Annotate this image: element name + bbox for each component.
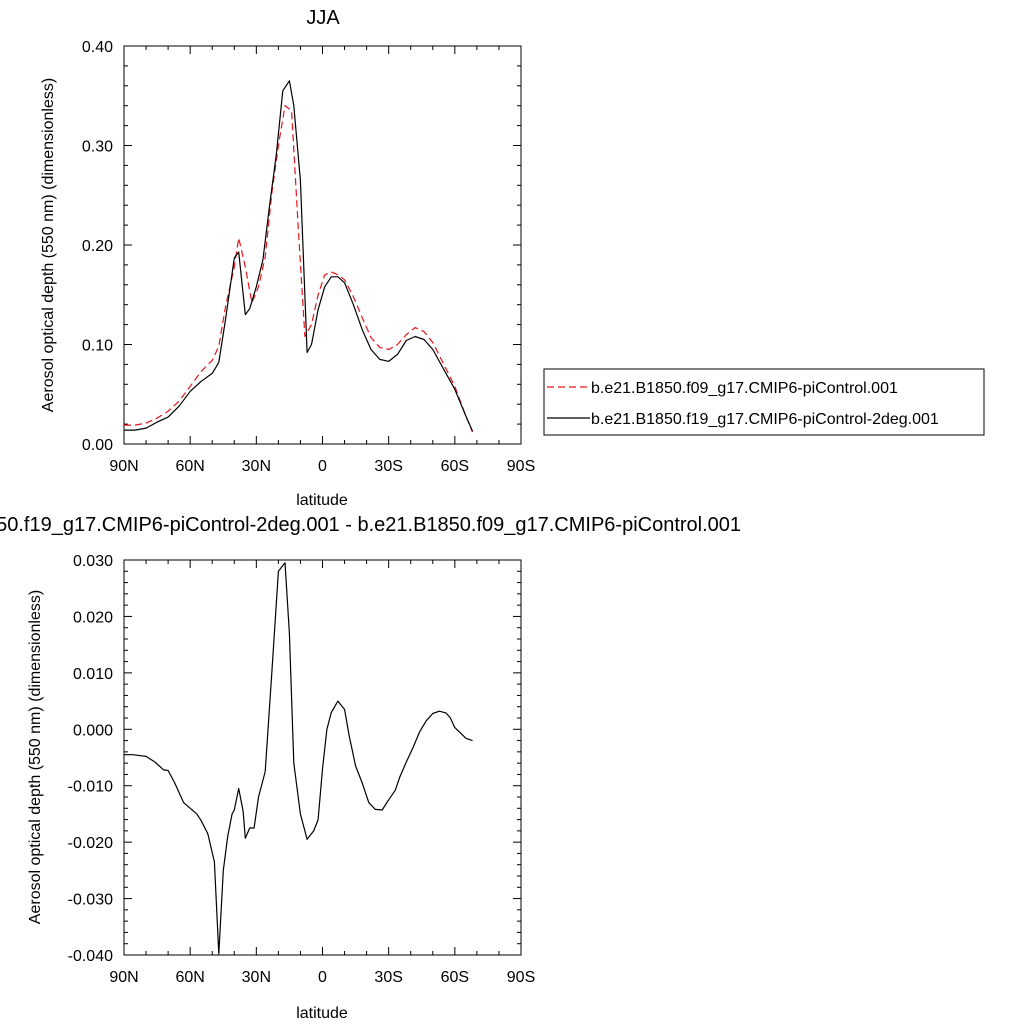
x-tick-label: 60N [175,969,204,986]
y-tick-label: 0.00 [82,437,113,454]
x-tick-label: 90S [507,458,535,475]
y-tick-label: 0.10 [82,338,113,355]
x-tick-label: 60S [441,969,469,986]
y-tick-label: -0.010 [68,779,113,796]
legend-box [543,368,985,436]
chart-title: b.e21.B1850.f19_g17.CMIP6-piControl-2deg… [0,514,741,536]
x-tick-label: 60S [441,458,469,475]
y-tick-label: 0.020 [73,609,113,626]
plot-frame [123,45,522,445]
top-panel: JJA Aerosol optical depth (550 nm) (dime… [40,7,535,509]
x-tick-label: 90N [109,969,138,986]
series-line-1 [124,105,474,433]
legend-label-2: b.e21.B1850.f19_g17.CMIP6-piControl-2deg… [591,411,939,428]
series-line-1 [124,562,473,955]
bottom-panel: b.e21.B1850.f19_g17.CMIP6-piControl-2deg… [0,514,741,1022]
x-axis-label: latitude [296,492,348,509]
axis-ticks: 90N 60N 30N 0 30S 60S 90S -0.040 -0.030 -0.020 -0.… [68,553,536,986]
x-tick-label: 30N [242,458,271,475]
y-tick-label: 0.40 [82,39,113,56]
x-tick-label: 30S [374,969,402,986]
x-tick-label: 30N [242,969,271,986]
series-line-2 [124,80,474,432]
plot-frame [123,559,522,956]
x-tick-label: 90S [507,969,535,986]
y-axis-label: Aerosol optical depth (550 nm) (dimensio… [27,590,44,924]
y-axis-label: Aerosol optical depth (550 nm) (dimensio… [40,78,57,412]
y-tick-label: 0.010 [73,666,113,683]
y-tick-label: 0.030 [73,553,113,570]
y-tick-label: -0.020 [68,835,113,852]
y-tick-label: -0.030 [68,892,113,909]
x-tick-label: 90N [109,458,138,475]
y-tick-label: 0.30 [82,139,113,156]
x-tick-label: 60N [175,458,204,475]
series-layer [124,80,474,433]
x-tick-label: 30S [374,458,402,475]
chart-title: JJA [306,7,340,29]
y-tick-label: 0.20 [82,238,113,255]
y-tick-label: 0.000 [73,722,113,739]
axis-ticks: 90N 60N 30N 0 30S 60S 90S 0.00 0.10 0.20 0.30 0.40 [82,39,535,475]
legend-label-1: b.e21.B1850.f09_g17.CMIP6-piControl.001 [591,380,898,397]
y-tick-label: -0.040 [68,948,113,965]
legend: b.e21.B1850.f09_g17.CMIP6-piControl.001 … [543,368,985,436]
x-tick-label: 0 [318,458,327,475]
x-axis-label: latitude [296,1005,348,1022]
series-layer [124,562,473,955]
x-tick-label: 0 [318,969,327,986]
